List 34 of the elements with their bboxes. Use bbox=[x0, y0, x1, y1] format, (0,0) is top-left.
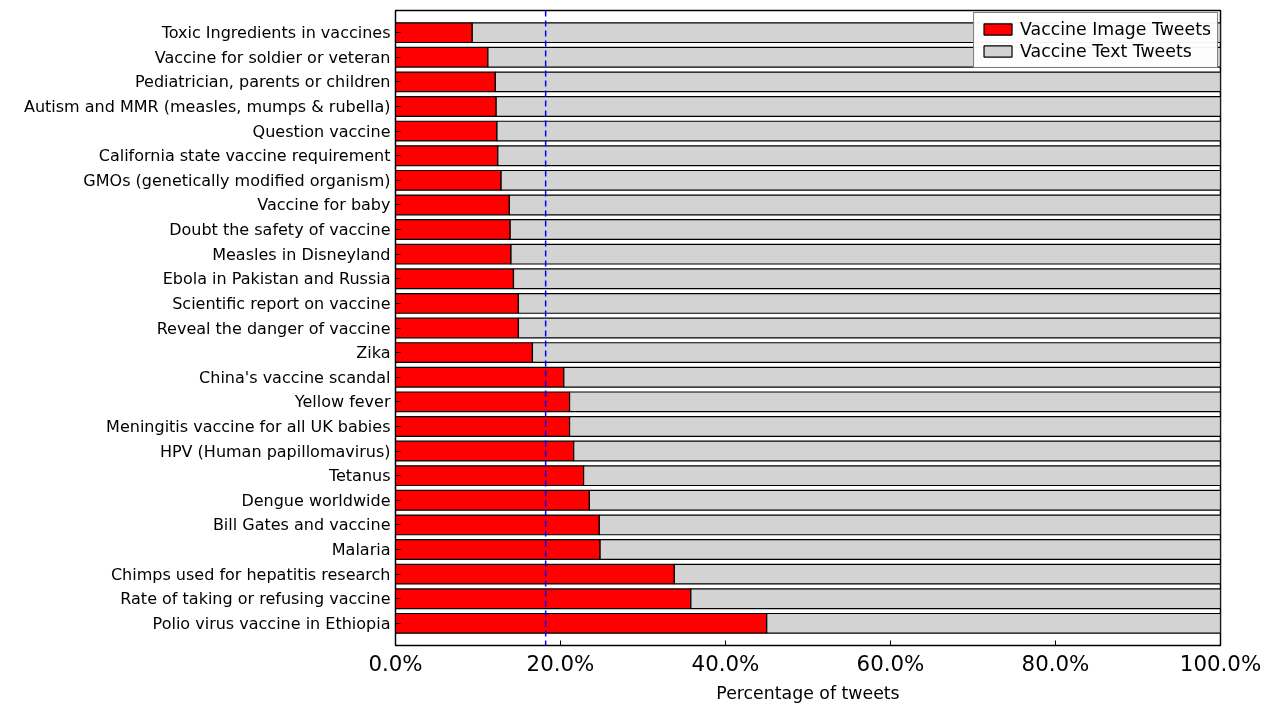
y-tick-label: Malaria bbox=[331, 540, 391, 560]
y-tick-label: California state vaccine requirement bbox=[98, 146, 391, 166]
y-tick-label: Reveal the danger of vaccine bbox=[156, 318, 391, 338]
y-tick-label: Zika bbox=[356, 343, 391, 363]
y-tick-label: Pediatrician, parents or children bbox=[135, 72, 391, 92]
y-tick-label: Polio virus vaccine in Ethiopia bbox=[152, 613, 391, 633]
y-tick-label: Ebola in Pakistan and Russia bbox=[162, 269, 391, 289]
y-tick-label: Measles in Disneyland bbox=[212, 244, 391, 264]
y-tick-label: China's vaccine scandal bbox=[199, 367, 391, 387]
y-tick-label: Doubt the safety of vaccine bbox=[169, 220, 391, 240]
y-tick-label: Rate of taking or refusing vaccine bbox=[120, 589, 391, 609]
y-tick-label: Yellow fever bbox=[293, 392, 391, 412]
y-tick-label: Tetanus bbox=[327, 466, 391, 486]
y-tick-label: Vaccine for baby bbox=[257, 195, 391, 215]
y-tick-label: Scientific report on vaccine bbox=[172, 293, 391, 313]
y-tick-label: Toxic Ingredients in vaccines bbox=[160, 23, 391, 43]
y-tick-label: Dengue worldwide bbox=[241, 490, 391, 510]
y-tick-label: Bill Gates and vaccine bbox=[212, 515, 391, 535]
x-tick-label: 0.0% bbox=[368, 650, 423, 676]
x-tick-label: 40.0% bbox=[691, 650, 760, 676]
legend-label: Vaccine Image Tweets bbox=[1020, 19, 1211, 39]
x-tick-label: 100.0% bbox=[1179, 650, 1262, 676]
legend-label: Vaccine Text Tweets bbox=[1020, 41, 1192, 61]
x-axis-title: Percentage of tweets bbox=[716, 682, 900, 703]
y-tick-label: HPV (Human papillomavirus) bbox=[159, 441, 391, 461]
y-tick-label: Question vaccine bbox=[252, 121, 391, 141]
x-tick-label: 80.0% bbox=[1021, 650, 1090, 676]
y-tick-label: Meningitis vaccine for all UK babies bbox=[106, 416, 391, 436]
y-tick-label: Chimps used for hepatitis research bbox=[110, 564, 391, 584]
y-tick-label: Vaccine for soldier or veteran bbox=[154, 47, 391, 67]
x-tick-label: 20.0% bbox=[526, 650, 595, 676]
x-tick-label: 60.0% bbox=[856, 650, 925, 676]
y-tick-label: Autism and MMR (measles, mumps & rubella) bbox=[23, 96, 391, 116]
y-tick-label: GMOs (genetically modified organism) bbox=[83, 170, 391, 190]
